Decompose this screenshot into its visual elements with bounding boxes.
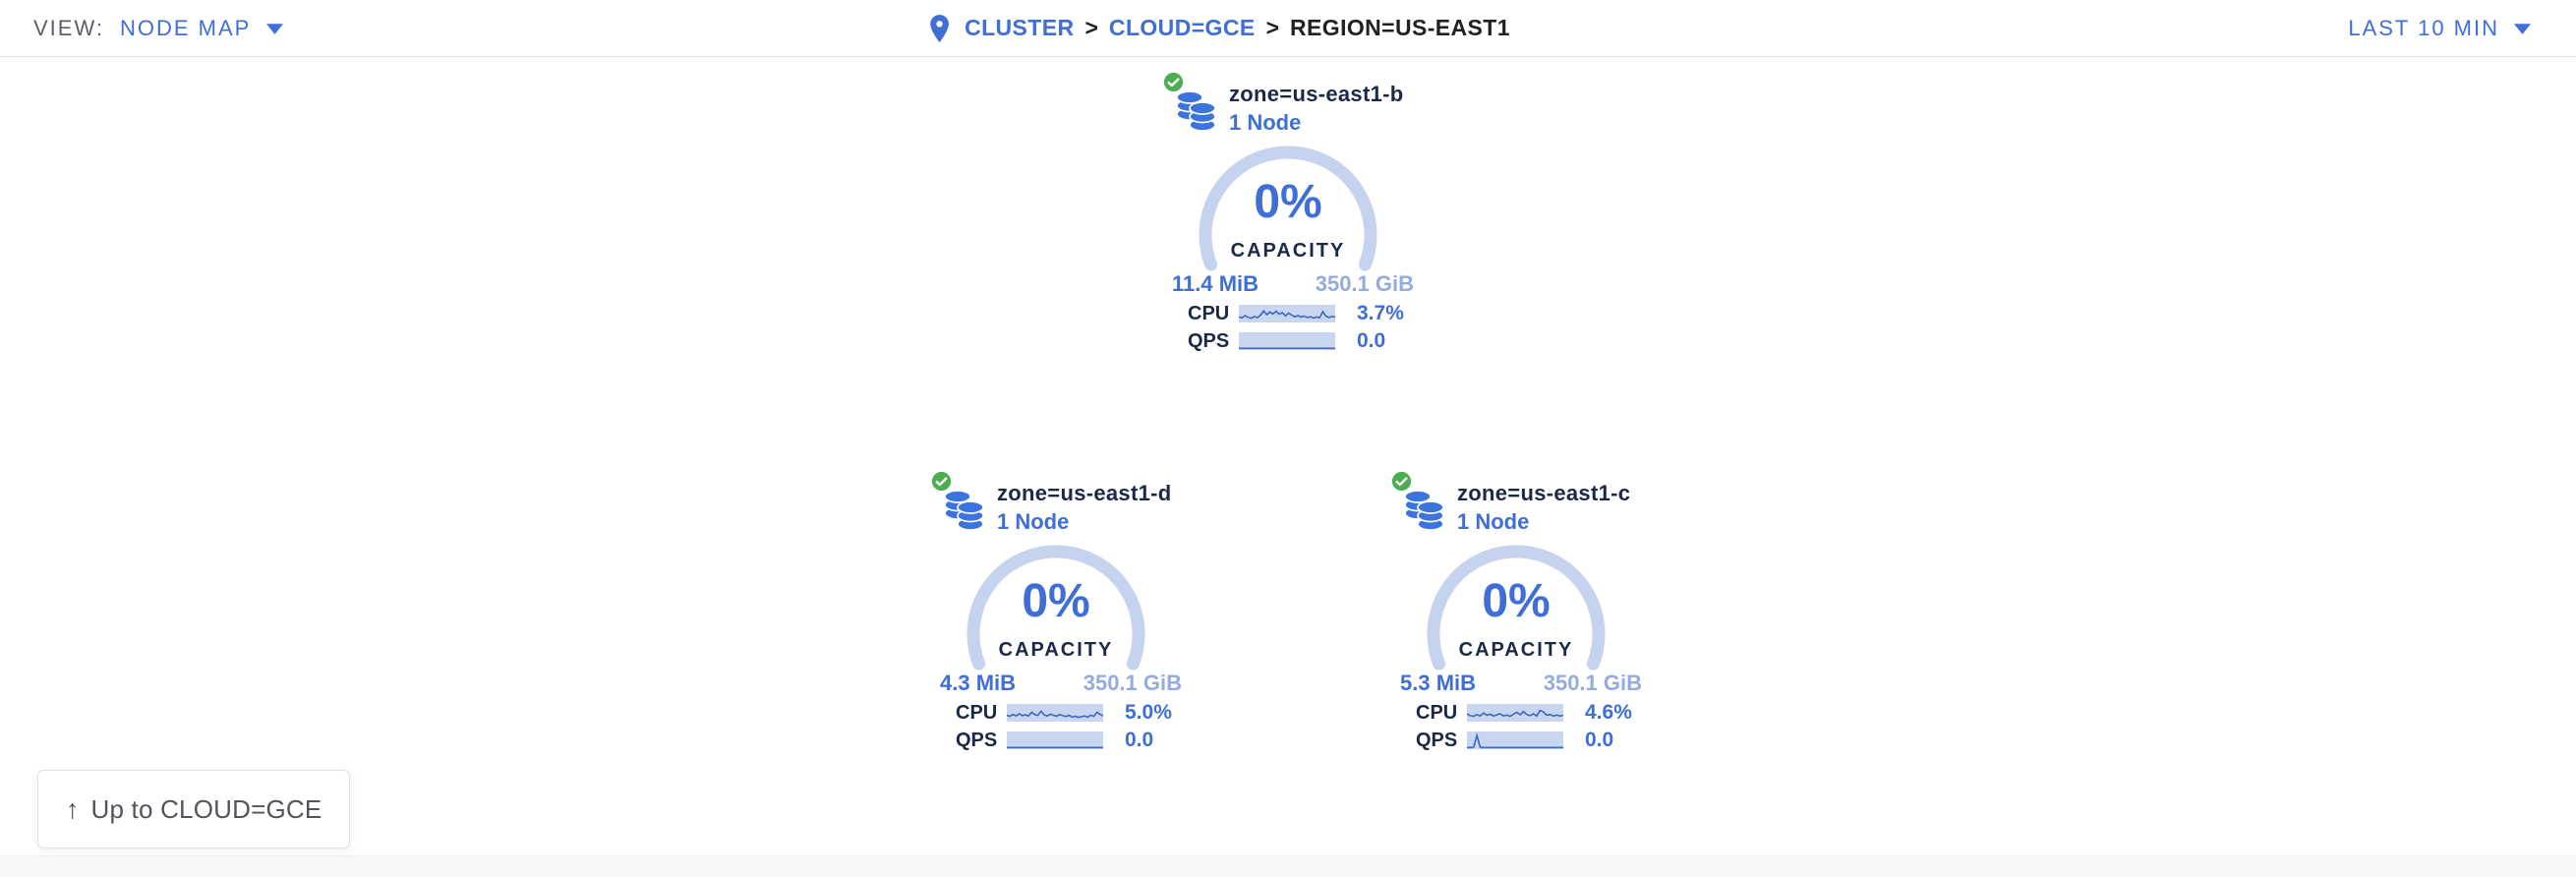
chevron-down-icon (2514, 24, 2531, 34)
qps-label: QPS (956, 729, 998, 751)
zone-card-us-east1-c[interactable]: zone=us-east1-c 1 Node 0% CAPACITY 5.3 M… (1369, 468, 1664, 763)
breadcrumb-separator: > (1265, 15, 1280, 40)
capacity-label: CAPACITY (1458, 639, 1574, 661)
zone-title: zone=us-east1-d (997, 481, 1172, 505)
capacity-percentage: 0% (1482, 575, 1551, 627)
cpu-label: CPU (956, 701, 998, 724)
cpu-metric-row: CPU 5.0% (956, 701, 1172, 724)
qps-sparkline (1239, 332, 1335, 350)
zone-title: zone=us-east1-b (1229, 82, 1404, 106)
view-label: VIEW: (33, 15, 104, 40)
qps-value: 0.0 (1357, 329, 1386, 352)
qps-label: QPS (1188, 329, 1230, 352)
zone-card-us-east1-b[interactable]: zone=us-east1-b 1 Node 0% CAPACITY 11.4 … (1141, 69, 1435, 364)
qps-value: 0.0 (1585, 729, 1614, 751)
qps-sparkline (1467, 731, 1563, 749)
zone-title: zone=us-east1-c (1457, 481, 1631, 505)
breadcrumb-separator: > (1084, 15, 1098, 40)
qps-value: 0.0 (1125, 729, 1154, 751)
view-value[interactable]: NODE MAP (119, 15, 252, 40)
capacity-arc (1427, 545, 1606, 671)
time-range-value: LAST 10 MIN (2348, 15, 2499, 40)
cpu-value: 3.7% (1357, 302, 1404, 324)
up-to-parent-button[interactable]: ↑ Up to CLOUD=GCE (37, 770, 351, 848)
up-button-label: Up to CLOUD=GCE (90, 793, 322, 824)
breadcrumb-cloud-link[interactable]: CLOUD=GCE (1108, 15, 1256, 40)
node-count-link[interactable]: 1 Node (997, 509, 1070, 534)
capacity-used: 5.3 MiB (1400, 671, 1477, 695)
page-bottom-edge (0, 855, 2576, 877)
database-stack-icon (1404, 488, 1445, 531)
cpu-sparkline (1467, 704, 1563, 722)
capacity-arc (966, 545, 1145, 671)
cpu-metric-row: CPU 4.6% (1416, 701, 1632, 724)
qps-label: QPS (1416, 729, 1458, 751)
cpu-sparkline (1239, 305, 1335, 322)
zone-card-us-east1-d[interactable]: zone=us-east1-d 1 Node 0% CAPACITY 4.3 M… (908, 468, 1203, 763)
capacity-values: 11.4 MiB 350.1 GiB (1172, 271, 1414, 297)
capacity-values: 5.3 MiB 350.1 GiB (1400, 671, 1642, 696)
capacity-label: CAPACITY (1230, 240, 1346, 262)
database-stack-icon (944, 488, 985, 531)
cpu-label: CPU (1416, 701, 1458, 724)
map-pin-icon (930, 14, 949, 42)
view-picker[interactable]: VIEW: NODE MAP (33, 0, 284, 56)
qps-sparkline (1007, 731, 1103, 749)
node-map-canvas: zone=us-east1-b 1 Node 0% CAPACITY 11.4 … (0, 57, 2576, 855)
healthy-check-icon (1162, 71, 1185, 93)
capacity-used: 4.3 MiB (940, 671, 1017, 695)
qps-metric-row: QPS 0.0 (956, 729, 1154, 751)
capacity-total: 350.1 GiB (1315, 271, 1414, 296)
qps-metric-row: QPS 0.0 (1416, 729, 1614, 751)
healthy-check-icon (1390, 470, 1413, 493)
capacity-arc (1199, 146, 1377, 271)
time-range-picker[interactable]: LAST 10 MIN (2348, 0, 2531, 56)
capacity-used: 11.4 MiB (1172, 271, 1259, 296)
capacity-label: CAPACITY (998, 639, 1114, 661)
capacity-values: 4.3 MiB 350.1 GiB (940, 671, 1182, 696)
database-stack-icon (1176, 88, 1217, 132)
node-count-link[interactable]: 1 Node (1457, 509, 1530, 534)
breadcrumb-cluster-link[interactable]: CLUSTER (965, 15, 1075, 40)
qps-metric-row: QPS 0.0 (1188, 329, 1386, 352)
cpu-value: 4.6% (1585, 701, 1632, 724)
cpu-metric-row: CPU 3.7% (1188, 302, 1404, 324)
capacity-percentage: 0% (1022, 575, 1090, 627)
breadcrumb-current-region: REGION=US-EAST1 (1290, 15, 1510, 40)
arrow-up-icon: ↑ (66, 793, 80, 824)
cpu-label: CPU (1188, 302, 1230, 324)
chevron-down-icon (266, 24, 284, 34)
healthy-check-icon (930, 470, 953, 493)
cpu-value: 5.0% (1125, 701, 1172, 724)
capacity-percentage: 0% (1254, 176, 1322, 228)
capacity-total: 350.1 GiB (1083, 671, 1182, 695)
capacity-total: 350.1 GiB (1543, 671, 1642, 695)
node-count-link[interactable]: 1 Node (1229, 110, 1302, 135)
cpu-sparkline (1007, 704, 1103, 722)
breadcrumb: CLUSTER > CLOUD=GCE > REGION=US-EAST1 (928, 0, 1510, 56)
page-header: VIEW: NODE MAP CLUSTER > CLOUD=GCE > REG… (0, 0, 2576, 57)
